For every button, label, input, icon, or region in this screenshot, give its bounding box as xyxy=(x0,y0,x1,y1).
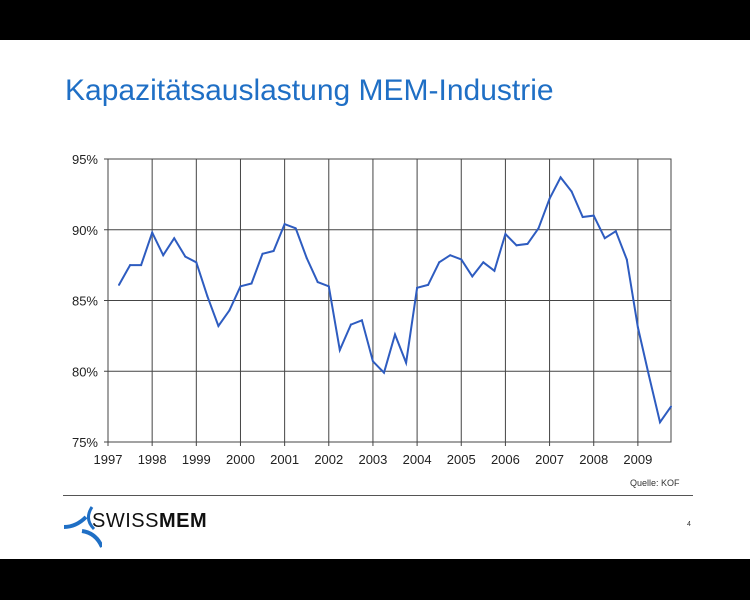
x-tick-label: 2007 xyxy=(535,452,564,467)
data-point xyxy=(217,324,220,327)
data-points xyxy=(118,176,672,424)
data-point xyxy=(493,269,496,272)
page-number: 4 xyxy=(687,521,691,528)
data-point xyxy=(129,264,132,267)
data-point xyxy=(592,214,595,217)
data-point xyxy=(118,283,121,286)
divider xyxy=(63,495,693,496)
data-point xyxy=(449,254,452,257)
data-point xyxy=(162,254,165,257)
slide-title: Kapazitätsauslastung MEM-Industrie xyxy=(65,74,554,107)
data-point xyxy=(526,242,529,245)
data-point xyxy=(515,244,518,247)
data-point xyxy=(327,285,330,288)
data-point xyxy=(438,261,441,264)
data-point xyxy=(394,333,397,336)
data-point xyxy=(537,227,540,230)
data-point xyxy=(261,252,264,255)
data-point xyxy=(173,237,176,240)
y-axis: 75% 80% 85% 90% 95% xyxy=(72,152,98,450)
data-point xyxy=(184,255,187,258)
data-point xyxy=(140,264,143,267)
series-line xyxy=(118,175,672,425)
x-tick-label: 1997 xyxy=(94,452,123,467)
data-point xyxy=(250,282,253,285)
data-point xyxy=(570,190,573,193)
logo-text: SWISSMEM xyxy=(92,510,208,532)
y-tick-label: 85% xyxy=(72,294,98,309)
data-point xyxy=(228,309,231,312)
data-point xyxy=(316,281,319,284)
x-tick-label: 2006 xyxy=(491,452,520,467)
data-point xyxy=(305,257,308,260)
data-point xyxy=(206,295,209,298)
source-note: Quelle: KOF xyxy=(630,478,680,488)
data-point xyxy=(504,232,507,235)
data-point xyxy=(559,176,562,179)
data-point xyxy=(581,216,584,219)
data-point xyxy=(239,285,242,288)
data-point xyxy=(482,261,485,264)
data-point xyxy=(151,231,154,234)
x-tick-label: 1999 xyxy=(182,452,211,467)
data-point xyxy=(405,361,408,364)
x-tick-label: 2009 xyxy=(623,452,652,467)
data-point xyxy=(548,197,551,200)
y-tick-label: 75% xyxy=(72,435,98,450)
y-tick-label: 95% xyxy=(72,152,98,167)
slide: Kapazitätsauslastung MEM-Industrie 75% 80… xyxy=(0,40,750,559)
x-tick-label: 1998 xyxy=(138,452,167,467)
swissmem-logo-icon xyxy=(63,506,102,548)
data-point xyxy=(338,349,341,352)
data-point xyxy=(460,258,463,261)
x-tick-label: 2001 xyxy=(270,452,299,467)
data-point xyxy=(195,261,198,264)
x-tick-label: 2003 xyxy=(358,452,387,467)
data-point xyxy=(625,258,628,261)
data-point xyxy=(283,223,286,226)
data-point xyxy=(416,286,419,289)
data-point xyxy=(670,405,672,408)
x-axis: 1997 1998 1999 2000 2001 2002 2003 2004 2005 2006… xyxy=(94,452,653,467)
data-point xyxy=(647,374,650,377)
data-point xyxy=(427,283,430,286)
x-tick-label: 2002 xyxy=(314,452,343,467)
x-tick-label: 2005 xyxy=(447,452,476,467)
y-tick-label: 90% xyxy=(72,223,98,238)
x-tick-label: 2008 xyxy=(579,452,608,467)
data-point xyxy=(658,421,661,424)
data-point xyxy=(471,275,474,278)
data-point xyxy=(636,326,639,329)
x-tick-label: 2004 xyxy=(403,452,432,467)
data-point xyxy=(272,249,275,252)
data-point xyxy=(603,237,606,240)
data-point xyxy=(294,227,297,230)
data-point xyxy=(614,230,617,233)
x-tick-label: 2000 xyxy=(226,452,255,467)
line-chart: 75% 80% 85% 90% 95% 1997 1998 1999 2000 2001 2002… xyxy=(72,152,672,467)
y-tick-label: 80% xyxy=(72,364,98,379)
data-point xyxy=(349,323,352,326)
data-point xyxy=(371,360,374,363)
data-point xyxy=(382,371,385,374)
data-point xyxy=(360,319,363,322)
grid xyxy=(104,158,672,446)
